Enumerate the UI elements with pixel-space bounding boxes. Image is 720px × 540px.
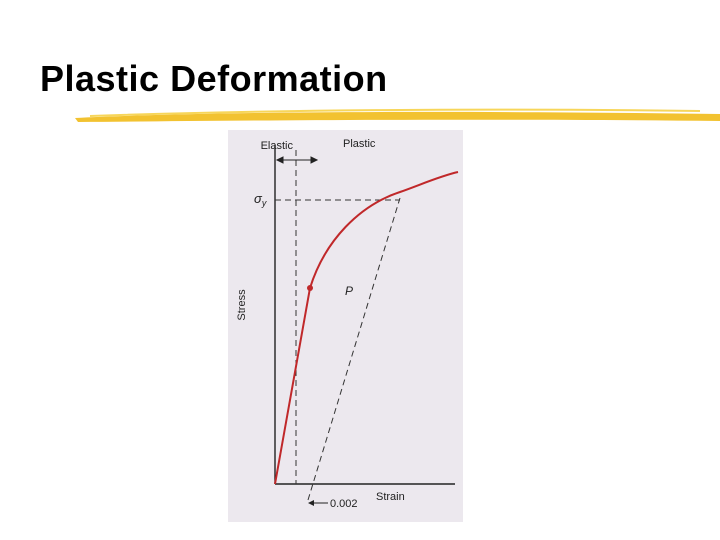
region-arrows <box>275 156 319 164</box>
proportional-limit-point <box>307 285 313 291</box>
offset-label: 0.002 <box>330 498 358 510</box>
yield-subscript: y <box>261 198 267 208</box>
plastic-label: Plastic <box>343 138 376 150</box>
yield-stress-label: σy <box>254 191 267 208</box>
slide-title: Plastic Deformation <box>40 58 388 99</box>
figure-background <box>228 130 463 522</box>
elastic-label: Elastic <box>261 140 294 152</box>
stress-strain-curve <box>274 171 459 485</box>
title-underline <box>75 108 720 122</box>
y-axis-label: Stress <box>236 289 248 321</box>
point-label: P <box>345 284 353 298</box>
yield-symbol: σ <box>254 191 263 206</box>
offset-line <box>307 197 401 501</box>
x-axis-label: Strain <box>376 491 405 503</box>
offset-arrow <box>308 500 328 506</box>
